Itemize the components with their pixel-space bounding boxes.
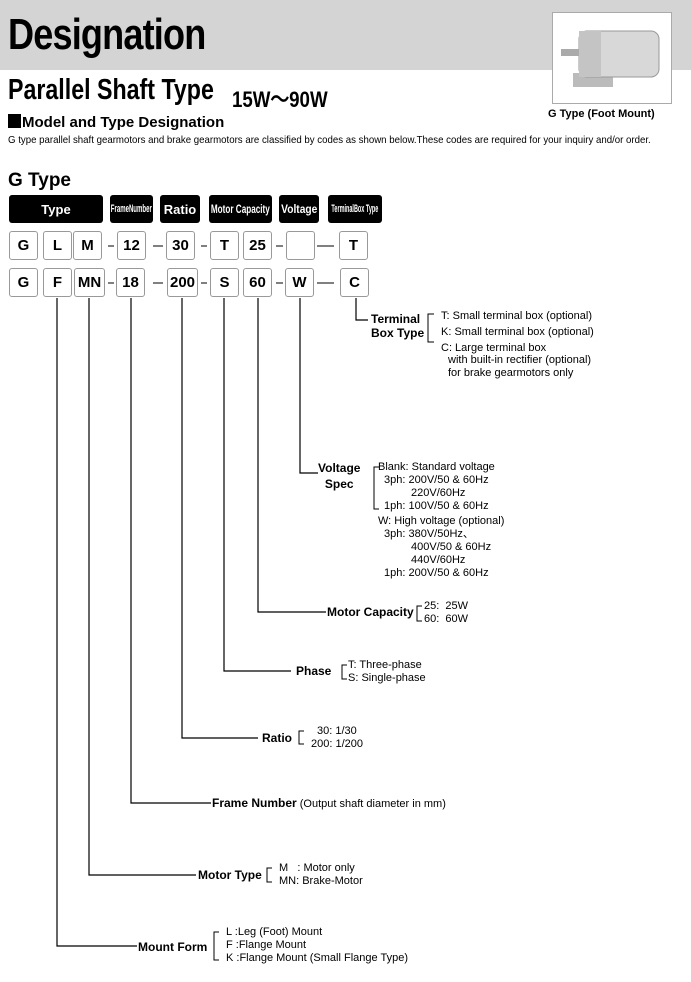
- motor-type-options: M : Motor only MN: Brake-Motor: [279, 862, 363, 887]
- code-box: T: [339, 231, 368, 260]
- code-box: 25: [243, 231, 272, 260]
- phase-label: Phase: [296, 664, 332, 678]
- code-box: [286, 231, 315, 260]
- motor-type-label: Motor Type: [198, 868, 262, 882]
- voltage-options: Blank: Standard voltage 3ph: 200V/50 & 6…: [378, 461, 505, 579]
- section-title-text: Model and Type Designation: [22, 114, 225, 131]
- code-box: F: [43, 268, 72, 297]
- code-box: C: [340, 268, 369, 297]
- code-box: L: [43, 231, 72, 260]
- motor-capacity-options: 25: 25W 60: 60W: [424, 600, 469, 625]
- code-box: S: [210, 268, 239, 297]
- g-type-title: G Type: [8, 170, 71, 191]
- header-type: Type: [9, 195, 103, 223]
- header-motor-capacity: Motor Capacity: [209, 195, 272, 223]
- page-title: Designation: [8, 10, 206, 59]
- section-title: Model and Type Designation: [8, 114, 224, 131]
- mount-form-label: Mount Form: [138, 940, 208, 954]
- motor-capacity-label: Motor Capacity: [327, 605, 414, 619]
- voltage-spec-label: Voltage Spec: [318, 461, 361, 491]
- terminal-box-options: T: Small terminal box (optional) K: Small…: [441, 310, 594, 354]
- gearmotor-icon: [561, 30, 660, 87]
- code-box: W: [285, 268, 314, 297]
- power-range: 15W〜90W: [232, 87, 328, 112]
- subtitle: Parallel Shaft Type: [8, 74, 214, 106]
- code-box: T: [210, 231, 239, 260]
- header-voltage: Voltage: [279, 195, 319, 223]
- photo-caption: G Type (Foot Mount): [548, 108, 655, 120]
- mount-form-options: L :Leg (Foot) Mount F :Flange Mount K :Fla…: [226, 926, 408, 964]
- code-box: 30: [166, 231, 195, 260]
- terminal-box-note: with built-in rectifier (optional) for br…: [448, 354, 592, 379]
- terminal-box-label: Terminal Box Type: [371, 312, 425, 340]
- ratio-label: Ratio: [262, 731, 292, 745]
- code-box: 200: [167, 268, 198, 297]
- header-ratio: Ratio: [160, 195, 200, 223]
- phase-options: T: Three-phase S: Single-phase: [348, 659, 426, 684]
- gearmotor-image: [552, 12, 672, 104]
- code-box: 18: [116, 268, 145, 297]
- header-terminal-box-type: TerminalBox Type: [328, 195, 382, 223]
- code-box: G: [9, 231, 38, 260]
- code-box: 60: [243, 268, 272, 297]
- code-box: G: [9, 268, 38, 297]
- code-box: M: [73, 231, 102, 260]
- header-frame-number: FrameNumber: [110, 195, 153, 223]
- code-box: 12: [117, 231, 146, 260]
- intro-text: G type parallel shaft gearmotors and bra…: [8, 134, 651, 146]
- code-box: MN: [74, 268, 105, 297]
- square-bullet-icon: [8, 114, 21, 128]
- frame-number-label: Frame Number (Output shaft diameter in m…: [212, 796, 446, 810]
- ratio-options: 30: 1/30 200: 1/200: [311, 725, 363, 750]
